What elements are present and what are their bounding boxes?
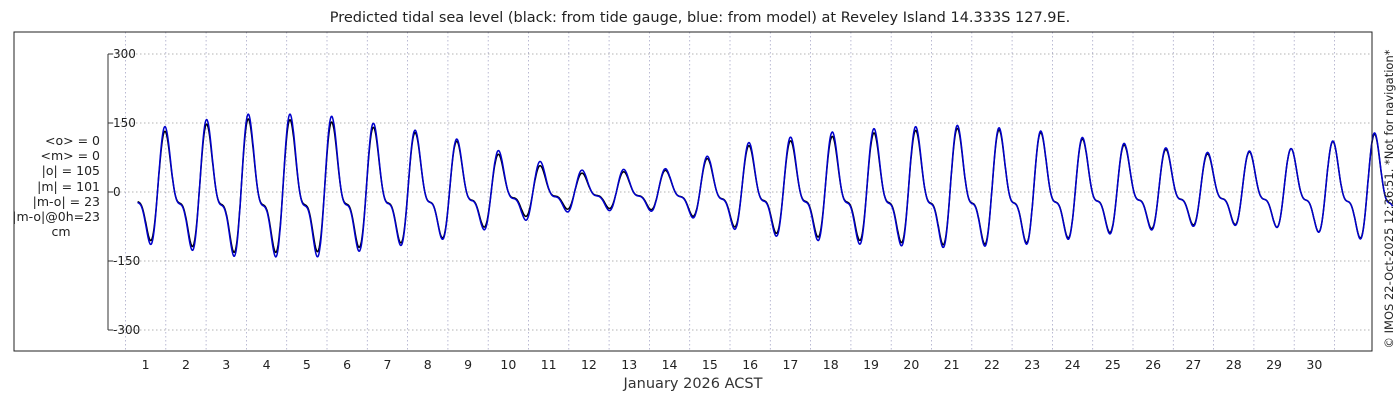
x-tick-label: 28 <box>1226 357 1242 372</box>
x-tick-label: 6 <box>343 357 351 372</box>
x-tick-label: 16 <box>742 357 758 372</box>
x-tick-label: 4 <box>263 357 271 372</box>
y-tick-label: 300 <box>113 47 136 61</box>
x-tick-label: 22 <box>984 357 1000 372</box>
x-tick-label: 9 <box>464 357 472 372</box>
x-tick-label: 27 <box>1185 357 1201 372</box>
stat-mean-obs: <o> = 0 <box>45 133 100 148</box>
x-tick-label: 30 <box>1306 357 1322 372</box>
stat-abs-diff: |m-o| = 23 <box>32 193 100 209</box>
x-tick-label: 13 <box>621 357 637 372</box>
series-line <box>137 113 1394 258</box>
x-tick-label: 8 <box>424 357 432 372</box>
x-tick-label: 10 <box>500 357 516 372</box>
x-tick-label: 7 <box>383 357 391 372</box>
x-tick-label: 17 <box>782 357 798 372</box>
x-tick-label: 14 <box>662 357 678 372</box>
stat-unit: cm <box>51 224 71 240</box>
stats-panel: <o> = 0 <m> = 0 |o| = 105 |m| = 101 |m-o… <box>0 133 100 239</box>
x-tick-label: 20 <box>903 357 919 372</box>
series-line <box>137 118 1394 254</box>
grid-lines <box>108 32 1372 351</box>
x-tick-label: 24 <box>1065 357 1081 372</box>
series-layer <box>137 113 1394 258</box>
stat-abs-obs: |o| = 105 <box>41 163 100 179</box>
credit-note: © IMOS 22-Oct-2025 12:36:51. *Not for na… <box>1380 22 1398 377</box>
x-tick-label: 2 <box>182 357 190 372</box>
x-tick-label: 19 <box>863 357 879 372</box>
y-tick-label: -300 <box>113 323 140 337</box>
x-tick-label: 12 <box>581 357 597 372</box>
y-tick-label: 150 <box>113 116 136 130</box>
x-tick-label: 1 <box>142 357 150 372</box>
x-tick-label: 23 <box>1024 357 1040 372</box>
stat-abs-diff-0h: |m-o|@0h=23 <box>12 209 100 225</box>
x-tick-label: 5 <box>303 357 311 372</box>
credit-text: © IMOS 22-Oct-2025 12:36:51. *Not for na… <box>1382 49 1396 349</box>
plot-frame <box>13 31 1373 352</box>
stat-abs-model: |m| = 101 <box>37 178 100 194</box>
x-axis-label: January 2026 ACST <box>623 376 763 392</box>
x-tick-label: 11 <box>541 357 557 372</box>
x-tick-label: 15 <box>702 357 718 372</box>
y-tick-label: 0 <box>113 185 121 199</box>
x-tick-label: 26 <box>1145 357 1161 372</box>
x-tick-label: 18 <box>823 357 839 372</box>
chart-title: Predicted tidal sea level (black: from t… <box>329 10 1071 26</box>
y-tick-label: -150 <box>113 254 140 268</box>
x-tick-label: 21 <box>944 357 960 372</box>
stat-mean-model: <m> = 0 <box>40 148 101 164</box>
x-tick-label: 3 <box>222 357 230 372</box>
x-tick-label: 25 <box>1105 357 1121 372</box>
x-tick-label: 29 <box>1266 357 1282 372</box>
